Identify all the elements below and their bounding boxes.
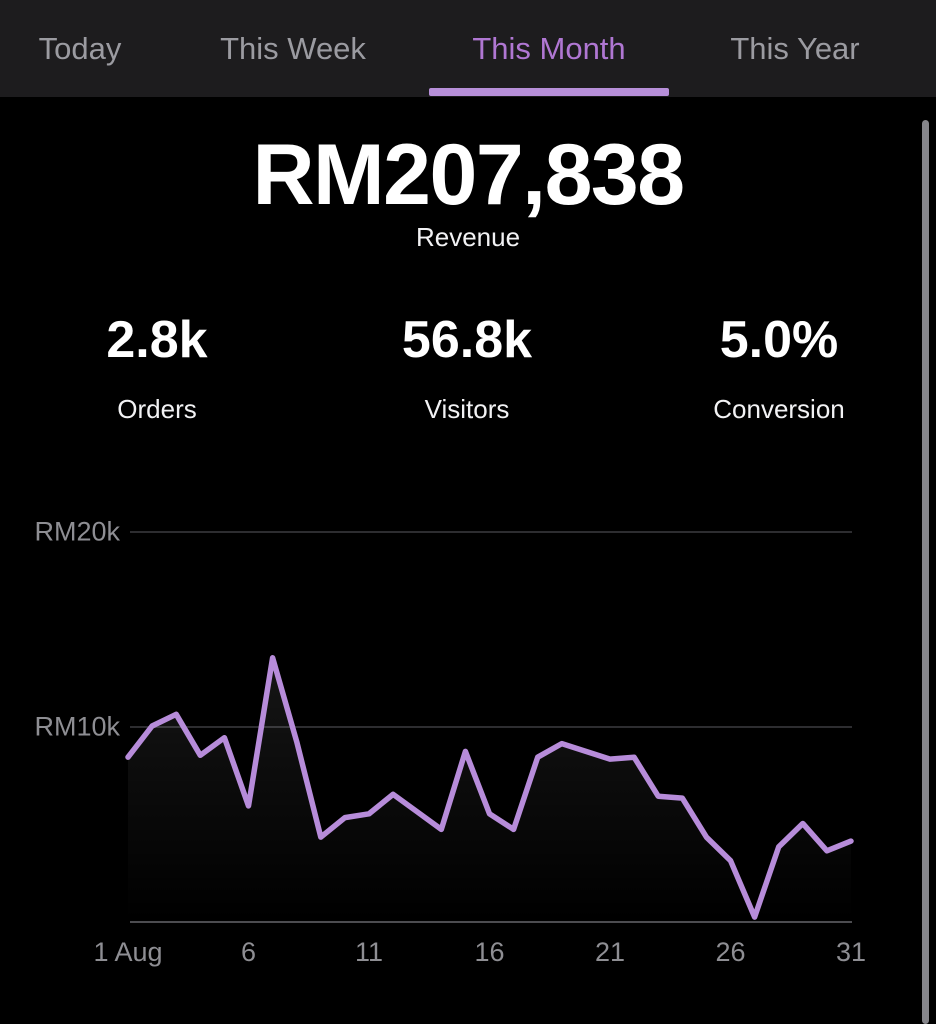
x-tick-label: 11	[354, 937, 384, 967]
chart-canvas	[125, 655, 854, 921]
x-tick-label: 16	[474, 937, 505, 967]
gridline-RM20k	[130, 531, 852, 533]
orders-label: Orders	[117, 394, 197, 424]
time-range-tabbar: Today This Week This Month This Year	[0, 0, 936, 97]
conversion-label: Conversion	[713, 394, 845, 424]
x-tick-label: 6	[240, 937, 257, 967]
y-tick-label: RM10k	[34, 711, 120, 742]
orders-value: 2.8k	[106, 311, 208, 369]
x-tick-label: 21	[594, 937, 626, 967]
chart-area-fill	[128, 657, 851, 921]
revenue-value: RM207,838	[252, 127, 685, 223]
revenue-line-chart[interactable]: RM10k RM20k 1 Aug 6 11 16 21 26 31	[0, 440, 936, 1000]
x-tick-label: 26	[715, 937, 746, 967]
visitors-value: 56.8k	[401, 311, 533, 369]
x-tick-label: 1 Aug	[93, 937, 163, 967]
tab-this-year[interactable]: This Year	[730, 31, 860, 66]
y-tick-label: RM20k	[34, 516, 120, 547]
x-axis-line	[130, 921, 852, 923]
tab-this-month[interactable]: This Month	[472, 31, 626, 66]
x-tick-label: 31	[835, 937, 867, 967]
chart-line	[125, 655, 854, 920]
active-tab-underline	[429, 88, 669, 96]
visitors-label: Visitors	[424, 394, 510, 424]
gridline-RM10k	[130, 726, 852, 728]
conversion-value: 5.0%	[719, 311, 839, 369]
revenue-label: Revenue	[415, 222, 521, 252]
tab-today[interactable]: Today	[38, 31, 122, 66]
scrollbar-thumb[interactable]	[922, 120, 929, 1024]
tab-this-week[interactable]: This Week	[220, 31, 366, 66]
